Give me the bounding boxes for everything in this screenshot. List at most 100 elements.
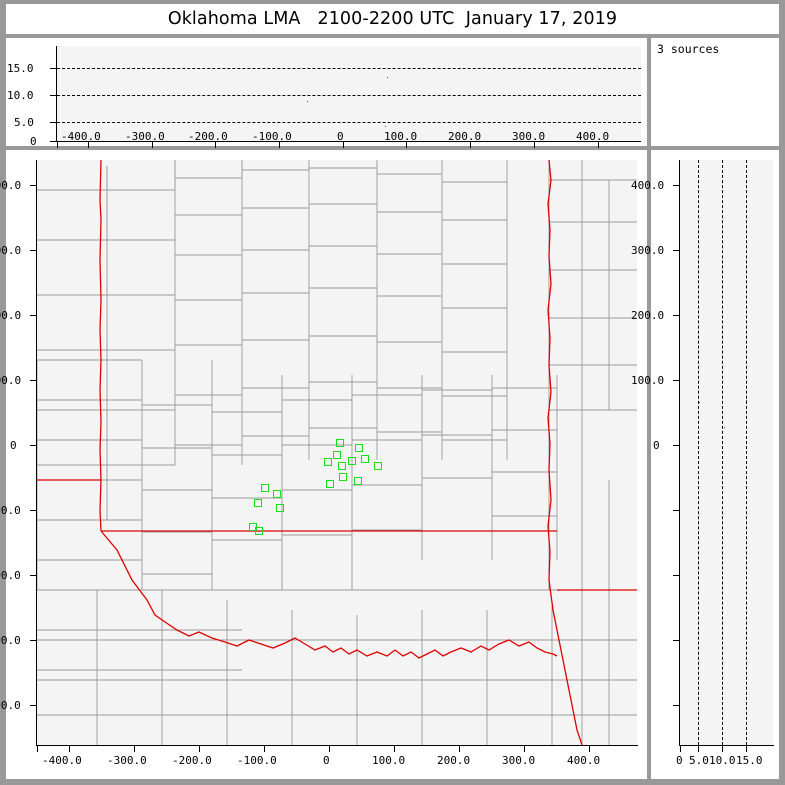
map-y-ticklabel--200: -200.0 bbox=[0, 569, 21, 582]
map-x-tick-300 bbox=[524, 746, 526, 752]
map-x-tick-200 bbox=[459, 746, 461, 752]
y-tick-10 bbox=[50, 95, 57, 97]
map-y-tick--100 bbox=[30, 510, 37, 512]
map-y-ticklabel-200: 200.0 bbox=[0, 309, 22, 322]
x-tick-400 bbox=[598, 142, 600, 148]
east-y-tick--200 bbox=[673, 575, 680, 577]
source-point bbox=[307, 101, 308, 102]
map-y-ticklabel--100: -100.0 bbox=[0, 504, 21, 517]
y-tick-5 bbox=[50, 122, 57, 124]
source-square bbox=[254, 499, 262, 507]
x-tick-0 bbox=[343, 142, 345, 148]
y-ticklabel-0: 0 bbox=[30, 135, 37, 148]
page-title: Oklahoma LMA 2100-2200 UTC January 17, 2… bbox=[167, 9, 618, 29]
source-square bbox=[324, 458, 332, 466]
east-y-tick-100 bbox=[673, 380, 680, 382]
map-y-ticklabel-400: 400.0 bbox=[0, 179, 22, 192]
gridline-y-15 bbox=[57, 68, 641, 69]
source-square bbox=[255, 527, 263, 535]
east-y-tick--300 bbox=[673, 640, 680, 642]
source-count-label: 3 sources bbox=[657, 42, 720, 56]
y-ticklabel-10: 10.0 bbox=[7, 89, 34, 102]
x-ticklabel--400: -400.0 bbox=[61, 130, 101, 143]
map-y-ticklabel--400: -400.0 bbox=[0, 699, 21, 712]
east-y-tick-300 bbox=[673, 250, 680, 252]
map-x-tick-400 bbox=[589, 746, 591, 752]
source-square bbox=[326, 480, 334, 488]
map-y-axis-line bbox=[36, 160, 38, 745]
source-square bbox=[339, 473, 347, 481]
map-y-tick-200 bbox=[30, 315, 37, 317]
x-tick--300 bbox=[152, 142, 154, 148]
east-x-ticklabel-0: 0 bbox=[676, 754, 683, 767]
x-tick-m460 bbox=[57, 142, 59, 148]
title-bar: Oklahoma LMA 2100-2200 UTC January 17, 2… bbox=[6, 4, 779, 34]
plan-view-map-panel[interactable]: 400.0 300.0 200.0 100.0 0 -100.0 -200.0 … bbox=[0, 150, 647, 779]
x-ticklabel-200: 200.0 bbox=[448, 130, 482, 143]
east-y-tick--400 bbox=[673, 705, 680, 707]
east-x-ticklabel-10: 10.0 bbox=[709, 754, 736, 767]
map-y-tick-100 bbox=[30, 380, 37, 382]
map-y-tick-0 bbox=[30, 445, 37, 447]
source-square bbox=[273, 490, 281, 498]
east-x-ticklabel-15: 15.0 bbox=[736, 754, 763, 767]
east-x-tick-5 bbox=[698, 746, 700, 752]
map-x-ticklabel--100: -100.0 bbox=[237, 754, 277, 767]
x-ticklabel--100: -100.0 bbox=[252, 130, 292, 143]
map-x-ticklabel-200: 200.0 bbox=[437, 754, 471, 767]
source-square bbox=[361, 455, 369, 463]
east-y-ticklabel-100: 100.0 bbox=[631, 374, 665, 387]
x-axis-line bbox=[56, 141, 641, 143]
map-plot-area[interactable] bbox=[37, 160, 637, 745]
east-height-plot-area bbox=[680, 160, 773, 745]
map-y-tick--200 bbox=[30, 575, 37, 577]
east-x-tick-15 bbox=[746, 746, 748, 752]
y-axis-line bbox=[56, 46, 58, 141]
gridline-x-10 bbox=[722, 160, 723, 745]
x-ticklabel--300: -300.0 bbox=[125, 130, 165, 143]
source-square bbox=[338, 462, 346, 470]
map-y-ticklabel-0: 0 bbox=[10, 439, 17, 452]
east-x-ticklabel-5: 5.0 bbox=[689, 754, 709, 767]
source-point bbox=[387, 77, 388, 78]
source-square bbox=[336, 439, 344, 447]
map-y-ticklabel-300: 300.0 bbox=[0, 244, 22, 257]
map-x-tick--200 bbox=[199, 746, 201, 752]
source-square bbox=[354, 477, 362, 485]
east-y-ticklabel-200: 200.0 bbox=[631, 309, 665, 322]
east-height-panel: 400.0 300.0 200.0 100.0 0 0 5.0 10.0 15.… bbox=[631, 150, 779, 779]
east-y-ticklabel-300: 300.0 bbox=[631, 244, 665, 257]
map-y-tick--400 bbox=[30, 705, 37, 707]
map-x-tick-left-edge bbox=[37, 746, 39, 752]
east-y-ticklabel-0: 0 bbox=[653, 439, 660, 452]
source-point bbox=[385, 126, 386, 127]
source-square bbox=[261, 484, 269, 492]
gridline-y-5 bbox=[57, 122, 641, 123]
map-x-tick--100 bbox=[264, 746, 266, 752]
map-y-tick--300 bbox=[30, 640, 37, 642]
x-tick--200 bbox=[215, 142, 217, 148]
source-square bbox=[276, 504, 284, 512]
x-ticklabel-400: 400.0 bbox=[576, 130, 610, 143]
map-x-ticklabel--400: -400.0 bbox=[42, 754, 82, 767]
source-point bbox=[724, 427, 725, 428]
time-height-panel: 0 5.0 10.0 15.0 -400.0 -300.0 -200.0 -10… bbox=[6, 38, 647, 148]
x-tick-100 bbox=[406, 142, 408, 148]
y-tick-15 bbox=[50, 68, 57, 70]
gridline-x-15 bbox=[746, 160, 747, 745]
source-count-panel: 3 sources bbox=[651, 38, 779, 146]
source-square bbox=[333, 451, 341, 459]
map-x-tick--400 bbox=[69, 746, 71, 752]
map-x-ticklabel-100: 100.0 bbox=[372, 754, 406, 767]
map-y-tick-300 bbox=[30, 250, 37, 252]
state-boundaries bbox=[37, 160, 637, 745]
source-square bbox=[374, 462, 382, 470]
source-point bbox=[746, 400, 747, 401]
map-y-ticklabel--300: -300.0 bbox=[0, 634, 21, 647]
east-y-tick-400 bbox=[673, 185, 680, 187]
gridline-x-5 bbox=[698, 160, 699, 745]
x-tick--400 bbox=[88, 142, 90, 148]
east-y-axis-line bbox=[679, 160, 681, 745]
map-y-tick-400 bbox=[30, 185, 37, 187]
